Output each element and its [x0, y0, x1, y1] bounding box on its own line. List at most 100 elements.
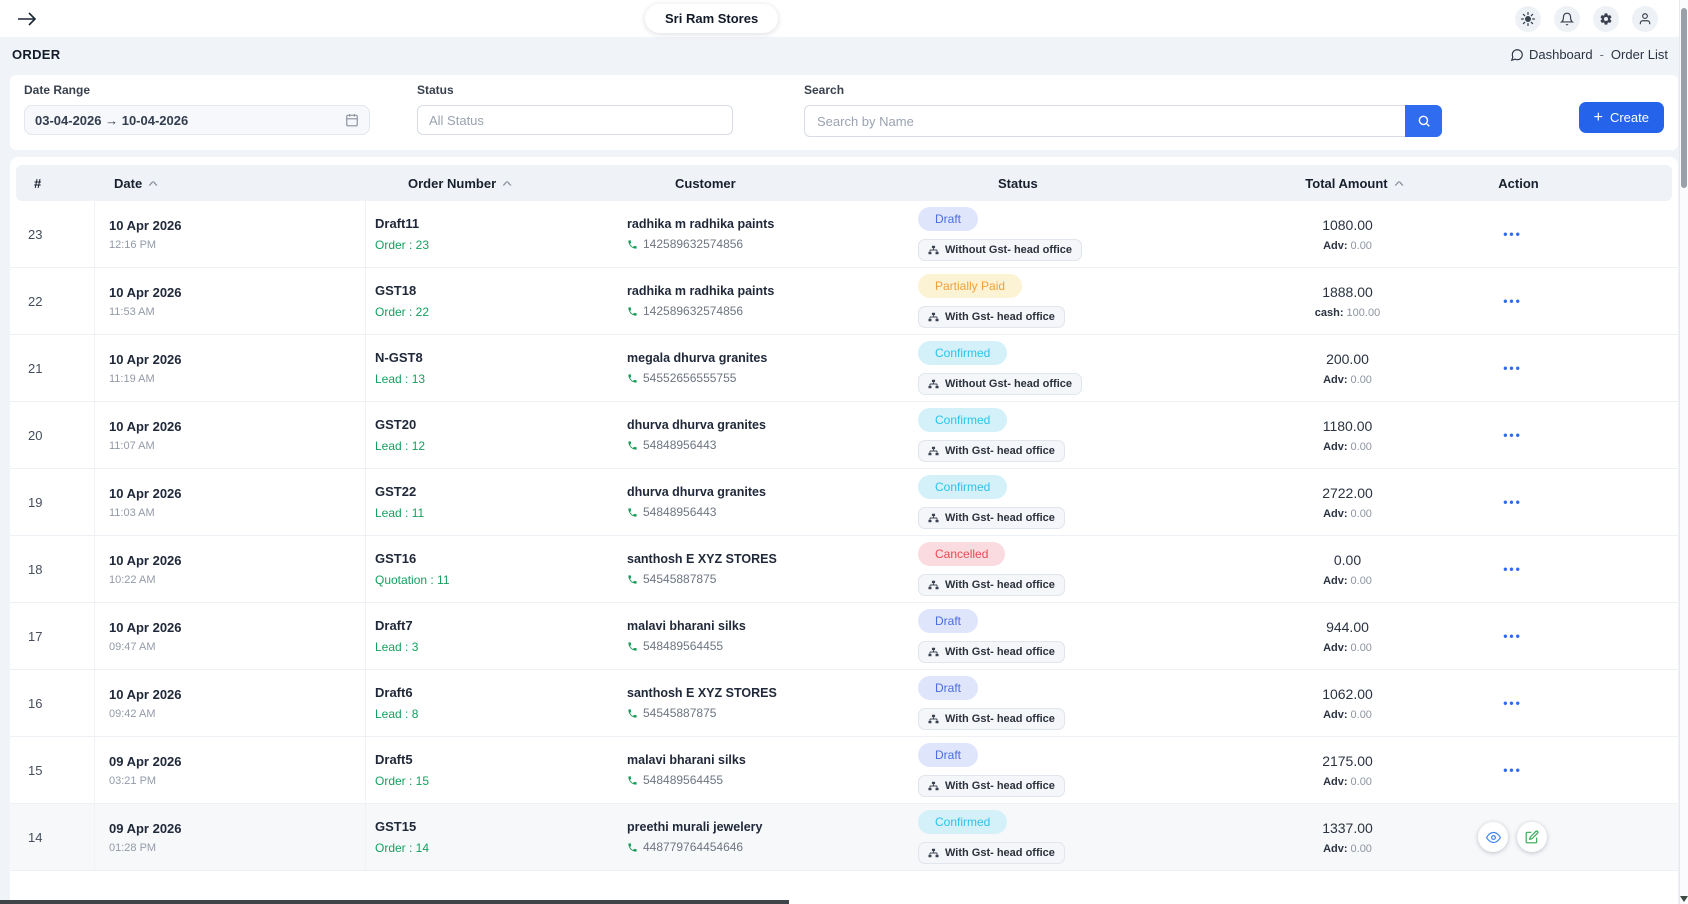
- customer-phone: 54848956443: [627, 438, 910, 452]
- row-menu-button[interactable]: [1497, 556, 1528, 582]
- customer-cell: malavi bharani silks 548489564455: [615, 737, 910, 803]
- branch-sitemap-icon: [928, 714, 939, 724]
- search-button[interactable]: [1405, 105, 1442, 137]
- status-filter-label: Status: [417, 83, 733, 97]
- order-number-cell: Draft6 Lead : 8: [366, 670, 615, 736]
- order-date: 10 Apr 2026: [109, 553, 365, 568]
- row-menu-button[interactable]: [1497, 623, 1528, 649]
- order-date: 10 Apr 2026: [109, 620, 365, 635]
- customer-name: dhurva dhurva granites: [627, 418, 910, 432]
- status-pill: Confirmed: [918, 341, 1007, 365]
- order-date: 10 Apr 2026: [109, 486, 365, 501]
- date-range-input[interactable]: 03-04-2026 → 10-04-2026: [24, 105, 370, 135]
- customer-phone: 54848956443: [627, 505, 910, 519]
- order-number: GST20: [375, 417, 615, 432]
- eye-icon: [1486, 830, 1501, 845]
- date-range-value: 03-04-2026 → 10-04-2026: [35, 113, 188, 128]
- table-row[interactable]: 15 09 Apr 2026 03:21 PM Draft5 Order : 1…: [10, 737, 1678, 804]
- table-row[interactable]: 20 10 Apr 2026 11:07 AM GST20 Lead : 12 …: [10, 402, 1678, 469]
- amount-sub: Adv:0.00: [1323, 776, 1372, 788]
- table-row[interactable]: 14 09 Apr 2026 01:28 PM GST15 Order : 14…: [10, 804, 1678, 871]
- action-cell: [1455, 536, 1570, 602]
- row-index: 19: [10, 469, 95, 535]
- row-menu-button[interactable]: [1497, 221, 1528, 247]
- order-number: GST22: [375, 484, 615, 499]
- branch-tag: Without Gst- head office: [918, 239, 1082, 261]
- page-title: ORDER: [12, 47, 60, 62]
- order-date-cell: 09 Apr 2026 01:28 PM: [95, 804, 366, 870]
- row-menu-button[interactable]: [1497, 422, 1528, 448]
- order-number: GST15: [375, 819, 615, 834]
- status-filter-group: Status All Status: [417, 83, 733, 135]
- status-pill: Confirmed: [918, 810, 1007, 834]
- bell-icon: [1560, 12, 1574, 26]
- table-row[interactable]: 18 10 Apr 2026 10:22 AM GST16 Quotation …: [10, 536, 1678, 603]
- customer-phone: 142589632574856: [627, 237, 910, 251]
- search-group: Search: [804, 83, 1442, 137]
- row-index: 14: [10, 804, 95, 870]
- column-header-date[interactable]: Date: [101, 176, 372, 191]
- column-header-total-amount[interactable]: Total Amount: [1246, 176, 1461, 191]
- sort-caret-icon: [1388, 176, 1402, 191]
- table-row[interactable]: 19 10 Apr 2026 11:03 AM GST22 Lead : 11 …: [10, 469, 1678, 536]
- create-button-label: Create: [1610, 110, 1649, 125]
- phone-number: 142589632574856: [643, 237, 743, 251]
- order-time: 09:47 AM: [109, 641, 365, 653]
- row-menu-button[interactable]: [1497, 757, 1528, 783]
- search-input[interactable]: [804, 105, 1405, 137]
- column-header-order-number[interactable]: Order Number: [372, 176, 621, 191]
- order-time: 11:19 AM: [109, 373, 365, 385]
- table-row[interactable]: 16 10 Apr 2026 09:42 AM Draft6 Lead : 8 …: [10, 670, 1678, 737]
- sidebar-toggle-arrow-icon[interactable]: [14, 6, 40, 32]
- amount-sub-label: Adv:: [1323, 843, 1347, 855]
- customer-cell: malavi bharani silks 548489564455: [615, 603, 910, 669]
- view-button[interactable]: [1478, 822, 1508, 852]
- status-cell: Partially Paid With Gst- head office: [910, 268, 1240, 334]
- edit-button[interactable]: [1517, 822, 1547, 852]
- search-label: Search: [804, 83, 1442, 97]
- table-row[interactable]: 23 10 Apr 2026 12:16 PM Draft11 Order : …: [10, 201, 1678, 268]
- scrollbar-thumb[interactable]: [1681, 8, 1687, 188]
- order-date: 10 Apr 2026: [109, 218, 365, 233]
- customer-cell: santhosh E XYZ STORES 54545887875: [615, 670, 910, 736]
- column-header-customer: Customer: [621, 176, 916, 191]
- amount-cell: 1888.00 cash:100.00: [1240, 268, 1455, 334]
- table-row[interactable]: 17 10 Apr 2026 09:47 AM Draft7 Lead : 3 …: [10, 603, 1678, 670]
- order-time: 03:21 PM: [109, 775, 365, 787]
- branch-label: With Gst- head office: [945, 847, 1055, 859]
- row-menu-button[interactable]: [1497, 355, 1528, 381]
- notifications-button[interactable]: [1554, 6, 1580, 32]
- breadcrumb-current: Order List: [1611, 47, 1668, 62]
- breadcrumb-dashboard[interactable]: Dashboard: [1510, 47, 1593, 62]
- row-index: 23: [10, 201, 95, 267]
- row-index: 17: [10, 603, 95, 669]
- amount-sub-value: 0.00: [1351, 240, 1372, 252]
- customer-name: malavi bharani silks: [627, 619, 910, 633]
- order-number-cell: N-GST8 Lead : 13: [366, 335, 615, 401]
- store-name-pill[interactable]: Sri Ram Stores: [645, 4, 778, 33]
- row-menu-button[interactable]: [1497, 489, 1528, 515]
- create-button[interactable]: + Create: [1579, 102, 1664, 133]
- settings-button[interactable]: [1593, 6, 1619, 32]
- sun-icon: [1521, 12, 1535, 26]
- status-pill: Cancelled: [918, 542, 1005, 566]
- amount-sub-label: cash:: [1315, 307, 1344, 319]
- order-reference: Quotation : 11: [375, 573, 615, 587]
- amount-sub: Adv:0.00: [1323, 843, 1372, 855]
- theme-toggle-button[interactable]: [1515, 6, 1541, 32]
- order-reference: Lead : 12: [375, 439, 615, 453]
- row-menu-button[interactable]: [1497, 288, 1528, 314]
- table-row[interactable]: 22 10 Apr 2026 11:53 AM GST18 Order : 22…: [10, 268, 1678, 335]
- scrollbar-track[interactable]: [1679, 0, 1688, 904]
- amount-sub: Adv:0.00: [1323, 575, 1372, 587]
- customer-name: dhurva dhurva granites: [627, 485, 910, 499]
- scrollbar-down-arrow-icon[interactable]: [1680, 896, 1688, 902]
- order-reference: Lead : 8: [375, 707, 615, 721]
- total-amount: 2175.00: [1322, 753, 1373, 769]
- calendar-icon[interactable]: [345, 113, 359, 127]
- row-menu-button[interactable]: [1497, 690, 1528, 716]
- table-row[interactable]: 21 10 Apr 2026 11:19 AM N-GST8 Lead : 13…: [10, 335, 1678, 402]
- breadcrumb-separator: -: [1600, 47, 1604, 62]
- user-profile-button[interactable]: [1632, 6, 1658, 32]
- status-filter-select[interactable]: All Status: [417, 105, 733, 135]
